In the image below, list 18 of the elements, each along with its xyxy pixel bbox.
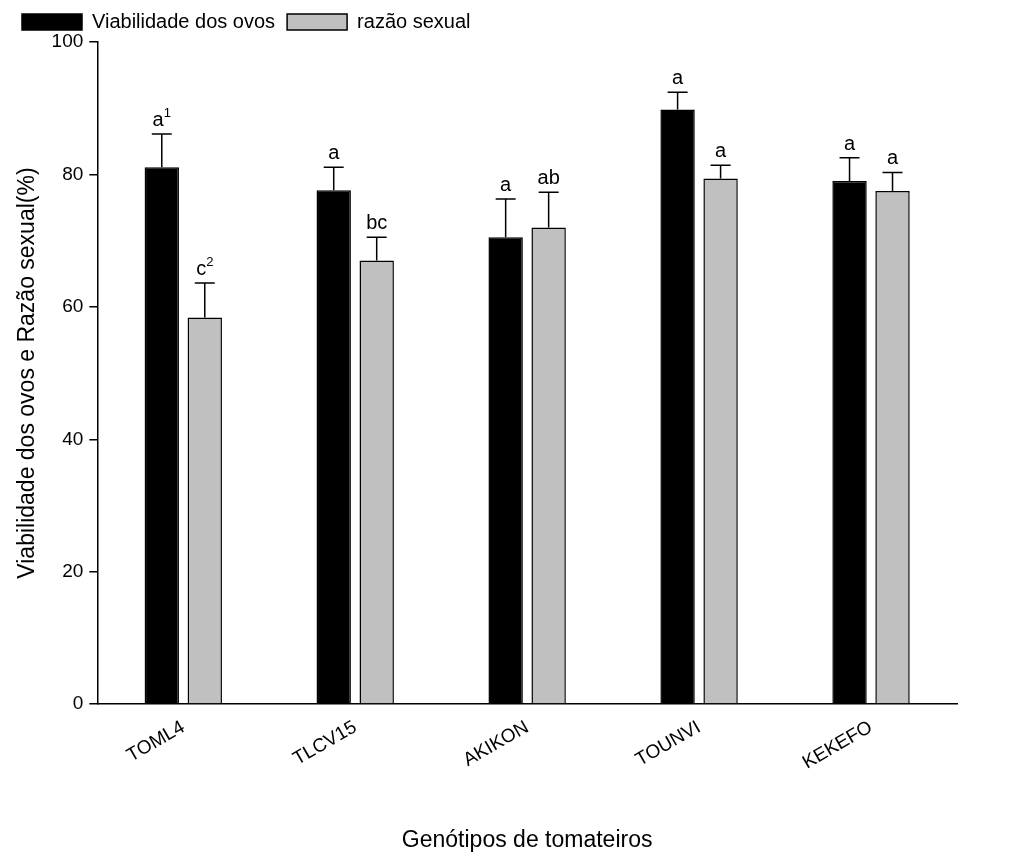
y-tick-label: 20: [62, 559, 84, 581]
annotation: a: [328, 141, 341, 164]
annotation: ab: [537, 166, 560, 189]
annotation: a: [715, 139, 728, 162]
annotation: a: [886, 146, 899, 169]
legend-label: razão sexual: [357, 9, 471, 32]
annotation: bc: [366, 211, 388, 234]
annotation: a: [500, 172, 513, 195]
y-axis-title: Viabilidade dos ovos e Razão sexual(%): [13, 167, 40, 579]
y-tick-label: 60: [62, 295, 84, 317]
y-tick-label: 0: [72, 692, 84, 714]
x-axis-title: Genótipos de tomateiros: [401, 825, 653, 852]
y-tick-label: 100: [51, 30, 84, 52]
y-tick-label: 80: [62, 162, 84, 184]
y-tick-label: 40: [62, 427, 84, 449]
annotation: a: [672, 66, 685, 89]
legend-label: Viabilidade dos ovos: [92, 9, 276, 32]
annotation: a: [843, 131, 856, 154]
